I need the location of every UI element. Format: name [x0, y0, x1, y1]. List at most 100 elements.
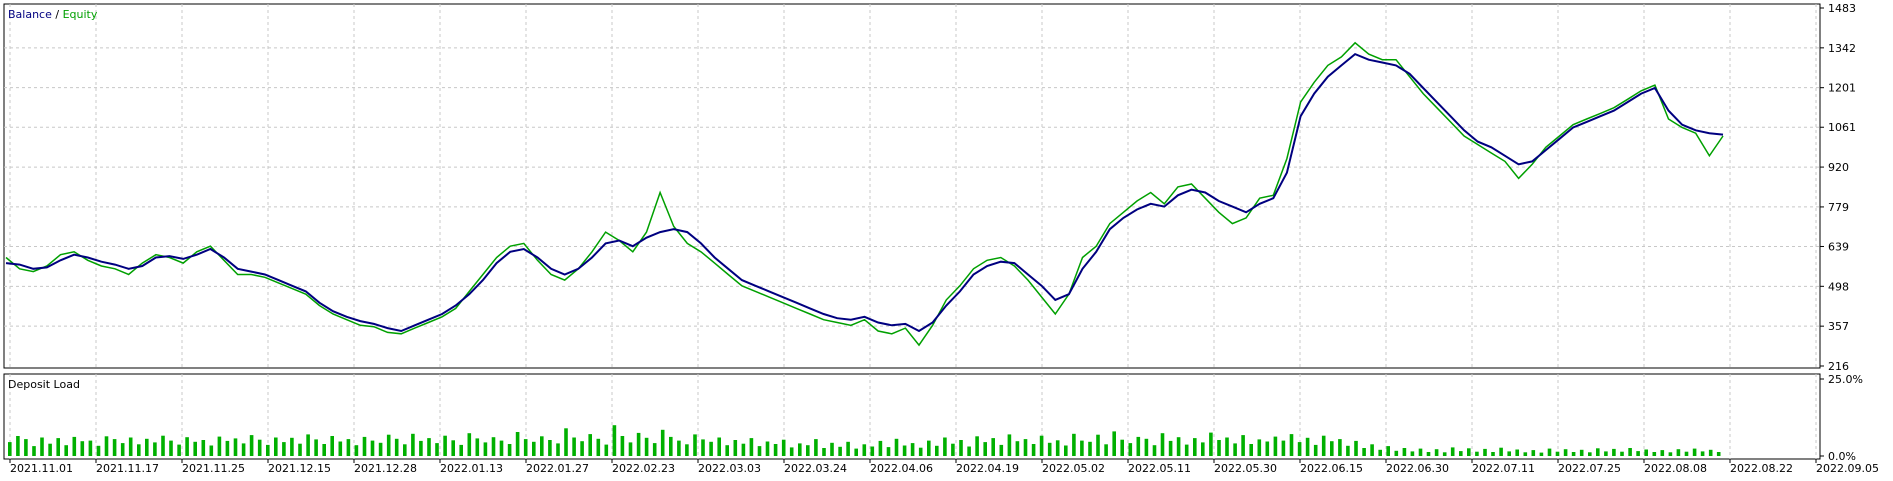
load-bar — [362, 436, 367, 456]
x-tick-label: 2021.11.25 — [182, 462, 245, 475]
load-bar — [1628, 448, 1632, 456]
load-bar — [1176, 437, 1181, 456]
load-bar — [620, 436, 625, 456]
load-bar — [822, 448, 826, 456]
load-bar — [612, 425, 617, 456]
x-tick-label: 2022.08.08 — [1644, 462, 1707, 475]
load-bar — [137, 444, 141, 456]
load-bar — [1402, 448, 1407, 456]
load-bar — [798, 443, 802, 456]
load-bar — [943, 437, 947, 456]
legend-item-equity: Equity — [63, 8, 98, 21]
load-bar — [1716, 452, 1721, 456]
x-tick-label: 2021.12.15 — [268, 462, 331, 475]
load-bar — [540, 436, 544, 456]
load-bar — [523, 439, 528, 456]
load-bar — [8, 442, 12, 456]
load-bar — [1007, 434, 1012, 456]
x-tick-label: 2021.11.17 — [96, 462, 159, 475]
load-bar — [378, 442, 383, 456]
load-bar — [644, 437, 649, 456]
load-bar — [1434, 449, 1439, 456]
load-bar — [1225, 437, 1229, 456]
load-bar — [1233, 443, 1237, 456]
load-bar — [830, 442, 834, 456]
load-bar — [32, 446, 36, 456]
load-bar — [1273, 436, 1278, 456]
load-bar — [1370, 444, 1374, 456]
load-bar — [419, 440, 423, 456]
load-bar — [693, 434, 697, 456]
load-bar — [459, 444, 463, 456]
load-bar — [233, 438, 238, 456]
load-bar — [1660, 450, 1665, 456]
x-tick-label: 2021.12.28 — [354, 462, 417, 475]
load-bar — [1515, 449, 1519, 456]
load-bar — [1459, 451, 1463, 456]
load-bar — [1023, 439, 1028, 456]
legend-separator: / — [52, 8, 63, 21]
x-tick-label: 2022.07.11 — [1472, 462, 1535, 475]
load-bar — [290, 437, 294, 456]
load-bar — [951, 443, 955, 456]
load-bar — [1080, 440, 1084, 456]
x-tick-label: 2022.06.15 — [1300, 462, 1363, 475]
load-bar — [64, 445, 68, 456]
load-bar — [1047, 442, 1052, 456]
load-bar — [1297, 442, 1302, 456]
load-bar — [1700, 451, 1705, 456]
load-bar — [1064, 445, 1068, 456]
load-bar — [1507, 451, 1511, 456]
load-bar — [1692, 448, 1697, 456]
x-tick-label: 2022.01.27 — [526, 462, 589, 475]
load-bar — [394, 438, 399, 456]
load-bar — [1491, 452, 1495, 456]
load-bar — [773, 444, 778, 456]
load-bar — [862, 444, 867, 456]
load-bar — [1338, 439, 1342, 456]
x-tick-label: 2022.04.19 — [956, 462, 1019, 475]
y-tick-label: 779 — [1828, 201, 1849, 214]
load-bar — [1620, 451, 1624, 456]
load-bar — [491, 437, 496, 456]
load-bar — [1531, 450, 1536, 456]
load-bar — [999, 444, 1004, 456]
load-bar — [1386, 446, 1390, 456]
load-bar — [1152, 445, 1157, 456]
load-bar — [435, 443, 439, 456]
load-bar — [1483, 448, 1487, 456]
load-bar — [201, 440, 206, 456]
x-tick-label: 2022.05.02 — [1042, 462, 1105, 475]
x-tick-label: 2022.03.24 — [784, 462, 847, 475]
load-bar — [846, 441, 850, 456]
load-bar — [1378, 449, 1382, 456]
y-tick-label: 498 — [1828, 280, 1849, 293]
load-bar — [1547, 448, 1552, 456]
load-bar — [927, 440, 931, 456]
load-bar — [1394, 450, 1399, 456]
load-bar — [1354, 440, 1358, 456]
load-bar — [306, 434, 310, 456]
load-bar — [427, 438, 431, 456]
load-bar — [80, 441, 85, 456]
y-tick-label: 1483 — [1828, 2, 1856, 15]
load-bar — [1708, 449, 1713, 456]
load-bar — [499, 440, 504, 456]
load-bar — [572, 437, 576, 456]
load-bar — [580, 441, 584, 456]
load-bar — [1289, 434, 1294, 456]
load-bar — [1144, 438, 1149, 456]
main-pane — [3, 3, 1821, 369]
load-bar — [1668, 452, 1673, 456]
load-bar — [104, 436, 109, 456]
y-tick-label: 1342 — [1828, 42, 1856, 55]
load-bar — [40, 437, 44, 456]
x-tick-label: 2022.05.11 — [1128, 462, 1191, 475]
load-bar — [1184, 444, 1189, 456]
load-bar — [1201, 442, 1205, 456]
load-bar — [451, 440, 455, 456]
load-bar — [209, 445, 214, 456]
load-bar — [983, 442, 987, 456]
load-bar — [314, 439, 318, 456]
load-bar — [515, 432, 520, 456]
